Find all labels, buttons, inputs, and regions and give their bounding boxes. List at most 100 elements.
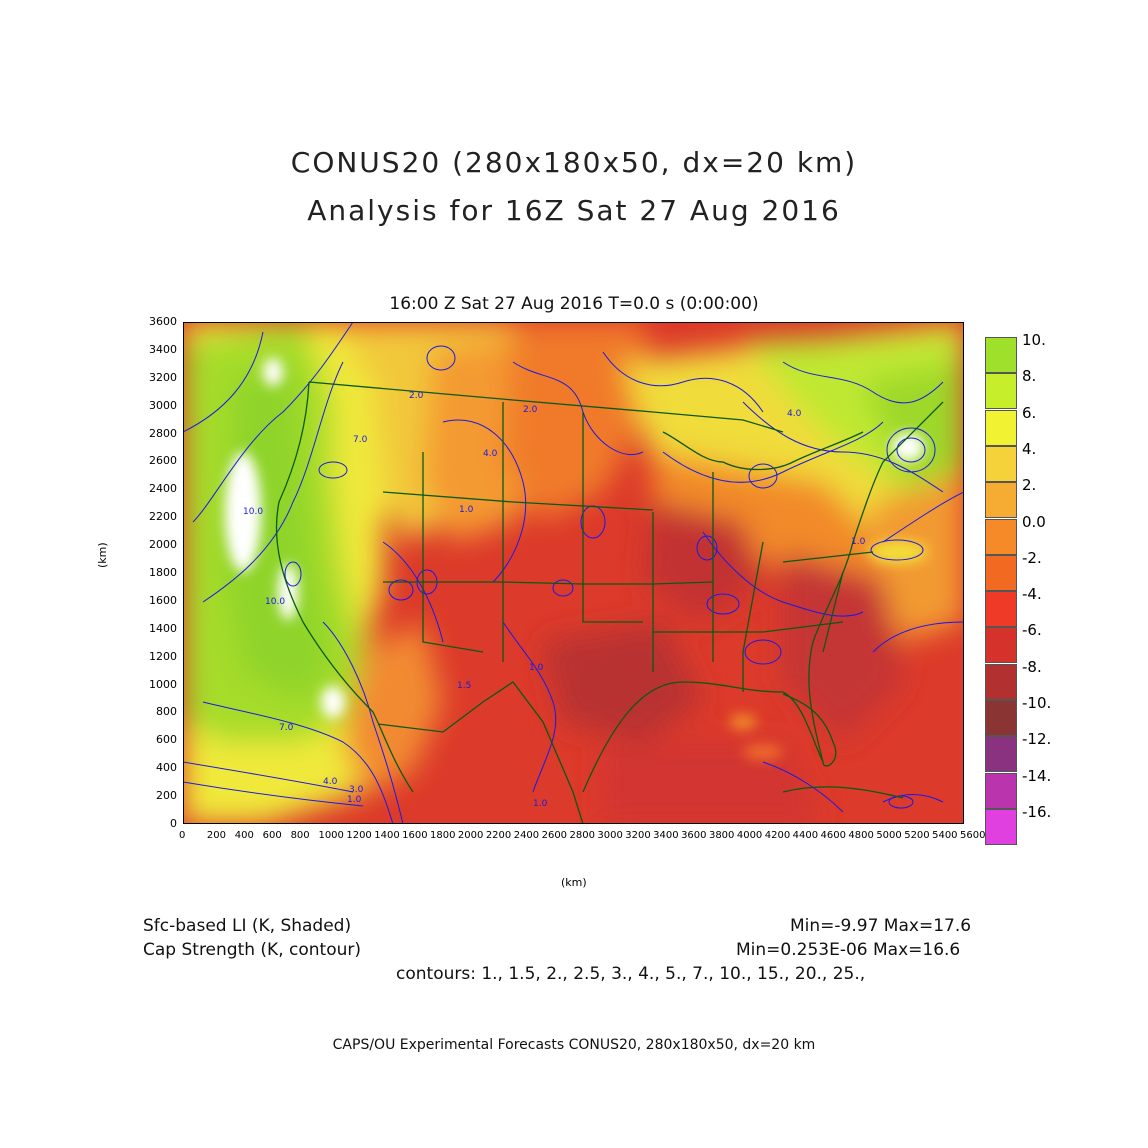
- border-gulf-coast: [582, 681, 824, 793]
- stats-contour-field: Cap Strength (K, contour): [143, 940, 361, 960]
- contour-line-14: [782, 361, 944, 404]
- y-tick-label: 2800: [149, 426, 177, 440]
- border-north-south-9: [653, 621, 844, 633]
- border-north-south-8: [742, 541, 764, 692]
- legend-label: 10.: [1022, 331, 1046, 349]
- contour-label-4: 7.0: [353, 435, 368, 445]
- li-field-dark-gulf: [603, 742, 823, 824]
- legend-swatch: [985, 373, 1017, 410]
- x-tick-label: 600: [262, 830, 282, 841]
- border-north-south-4: [582, 412, 643, 623]
- border-cuba: [782, 786, 904, 799]
- contour-loop-3: [388, 579, 414, 601]
- x-tick-label: 5600: [960, 830, 986, 841]
- legend-label: 6.: [1022, 403, 1037, 422]
- li-field-ec-orange: [653, 452, 883, 582]
- legend-swatch: [985, 482, 1017, 519]
- contour-line-3: [202, 361, 344, 603]
- contour-line-11: [602, 351, 764, 413]
- legend-label: -2.: [1022, 548, 1042, 567]
- map-frame: [183, 322, 964, 824]
- y-tick-label: 1800: [149, 566, 177, 579]
- border-great-lakes: [662, 431, 864, 471]
- contour-line-20: [882, 794, 944, 803]
- x-tick-label: 4200: [764, 830, 791, 841]
- legend-label: 4.: [1022, 439, 1037, 458]
- contour-label-11: 4.0: [483, 449, 498, 459]
- x-tick-label: 2200: [485, 830, 512, 841]
- li-field-dark-east: [783, 552, 903, 742]
- contour-label-1: 10.0: [265, 597, 285, 607]
- x-tick-label: 2000: [457, 830, 484, 841]
- legend-swatch: [985, 663, 1017, 700]
- contour-line-4: [202, 701, 394, 824]
- legend-swatch: [985, 591, 1017, 628]
- x-tick-label: 3800: [708, 830, 735, 841]
- x-tick-label: 4000: [736, 830, 763, 841]
- contour-loop-11: [886, 427, 936, 473]
- legend-label: -6.: [1022, 621, 1042, 640]
- footer-credit: CAPS/OU Experimental Forecasts CONUS20, …: [332, 1037, 816, 1053]
- contour-loop-7: [706, 593, 740, 615]
- y-tick-label: 2000: [149, 538, 177, 552]
- y-tick-label: 600: [156, 733, 177, 747]
- border-north-south-1: [382, 491, 654, 511]
- legend-swatch: [985, 518, 1017, 555]
- border-north-south-10: [782, 551, 874, 563]
- contour-loop-13: [426, 345, 456, 371]
- contour-label-7: 1.0: [347, 795, 362, 805]
- y-tick-label: 2400: [149, 482, 177, 496]
- x-tick-label: 3200: [625, 830, 651, 841]
- x-tick-label: 4600: [820, 830, 846, 841]
- x-tick-label: 800: [290, 830, 310, 841]
- contour-line-15: [742, 401, 944, 493]
- li-field-ne-deep-green: [863, 362, 964, 482]
- border-east-coast: [808, 401, 944, 763]
- contour-label-9: 1.0: [533, 799, 548, 809]
- y-tick-label: 0: [170, 817, 177, 830]
- x-tick-label: 400: [234, 830, 254, 841]
- x-tick-label: 0: [179, 830, 186, 841]
- y-tick-label: 1600: [149, 593, 177, 607]
- map-subtitle: 16:00 Z Sat 27 Aug 2016 T=0.0 s (0:00:00…: [389, 294, 759, 314]
- border-north-south-11: [822, 571, 844, 653]
- legend-swatch: [985, 700, 1017, 736]
- x-tick-label: 3600: [681, 830, 707, 841]
- legend-swatch: [985, 772, 1017, 809]
- x-tick-label: 2600: [541, 830, 568, 841]
- li-high-spot-2: [225, 452, 261, 572]
- y-tick-label: 2600: [149, 454, 177, 468]
- legend-label: 2.: [1022, 476, 1037, 495]
- y-axis-unit: (km): [96, 542, 109, 568]
- li-field-pacific-inner: [223, 362, 333, 702]
- border-west-coast: [275, 381, 414, 793]
- contour-label-2: 10.0: [243, 507, 263, 517]
- x-tick-label: 1200: [346, 830, 372, 841]
- contour-loop-6: [696, 535, 718, 561]
- x-axis-unit: (km): [561, 876, 587, 889]
- contour-line-19: [762, 761, 844, 813]
- contour-label-6: 2.0: [523, 405, 538, 415]
- legend-swatch: [985, 808, 1017, 845]
- legend-label: 8.: [1022, 367, 1037, 386]
- contour-loop-9: [744, 639, 782, 665]
- legend-swatch: [985, 554, 1017, 591]
- li-high-spot-4: [321, 686, 345, 718]
- y-tick-label: 3000: [149, 398, 177, 412]
- contour-line-17: [872, 621, 964, 653]
- contour-loop-10: [870, 539, 924, 561]
- x-tick-label: 2400: [513, 830, 540, 841]
- y-tick-label: 3200: [149, 370, 177, 384]
- contour-line-13: [702, 531, 864, 617]
- contour-label-10: 3.0: [349, 785, 364, 795]
- y-tick-label: 2200: [149, 510, 177, 524]
- contour-loop-8: [748, 463, 778, 489]
- border-mexico: [377, 681, 584, 824]
- y-tick-label: 800: [156, 705, 177, 719]
- x-tick-label: 1600: [402, 830, 428, 841]
- legend-swatch: [985, 409, 1017, 446]
- y-tick-label: 3600: [149, 315, 177, 328]
- stats-shaded-field: Sfc-based LI (K, Shaded): [143, 916, 352, 936]
- x-tick-label: 2800: [569, 830, 595, 841]
- contour-line-1: [183, 331, 264, 433]
